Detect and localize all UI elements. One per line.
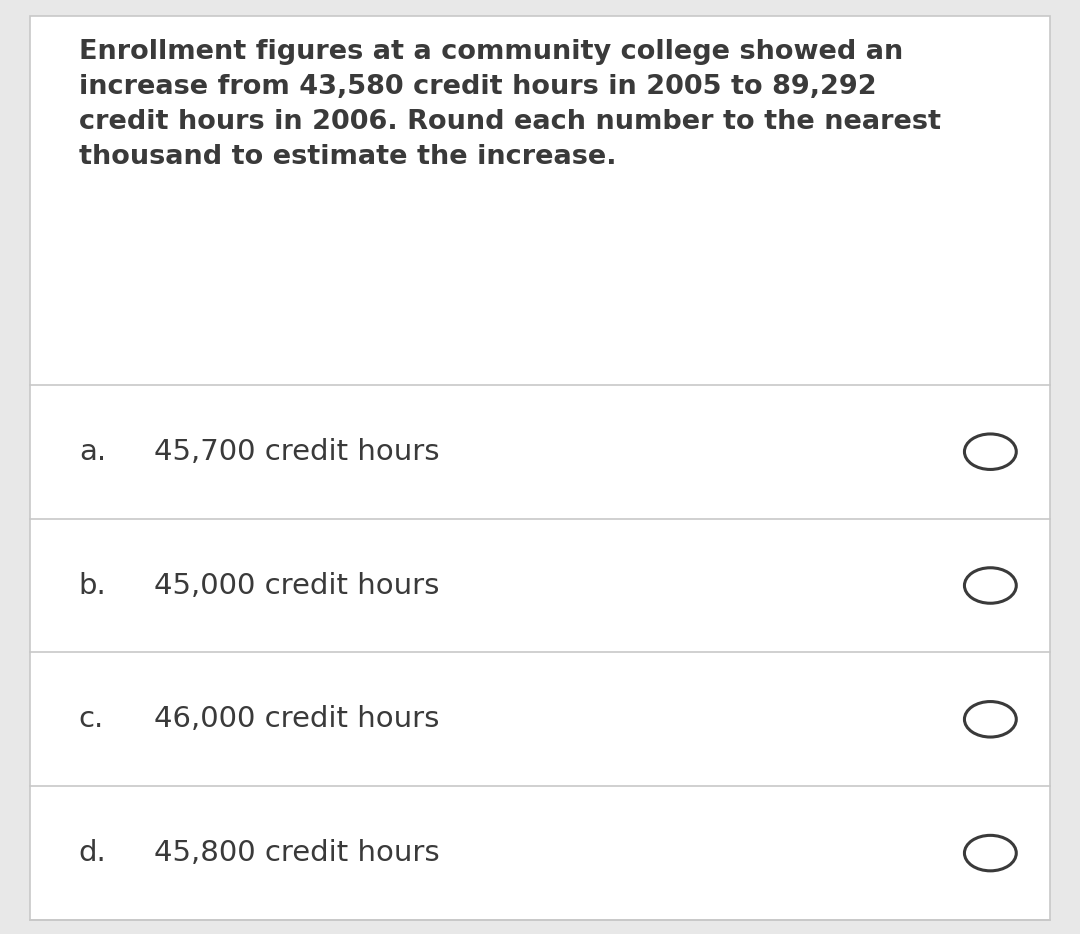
FancyBboxPatch shape xyxy=(30,16,1050,920)
Text: c.: c. xyxy=(79,705,104,733)
Text: Enrollment figures at a community college showed an
increase from 43,580 credit : Enrollment figures at a community colleg… xyxy=(79,39,941,170)
Text: 45,700 credit hours: 45,700 credit hours xyxy=(154,438,440,466)
Text: a.: a. xyxy=(79,438,106,466)
Text: 45,000 credit hours: 45,000 credit hours xyxy=(154,572,440,600)
Text: 45,800 credit hours: 45,800 credit hours xyxy=(154,839,440,867)
Text: 46,000 credit hours: 46,000 credit hours xyxy=(154,705,440,733)
Text: b.: b. xyxy=(79,572,107,600)
Text: d.: d. xyxy=(79,839,107,867)
